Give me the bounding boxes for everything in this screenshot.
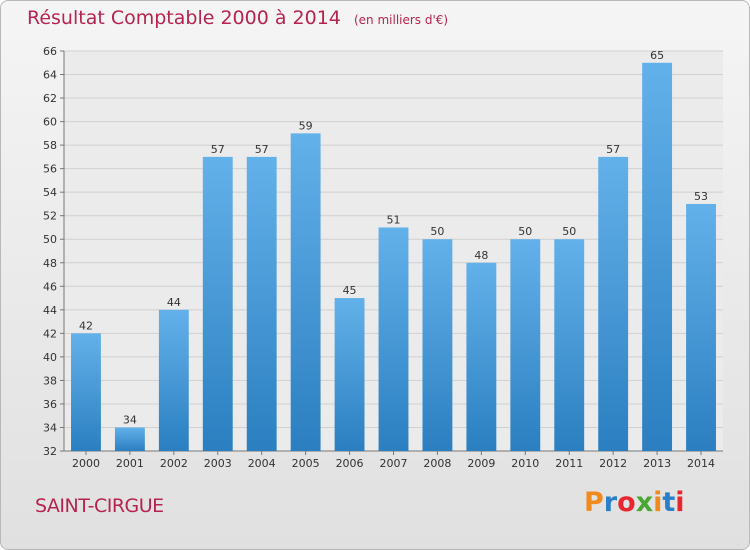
x-tick-label: 2003 bbox=[204, 457, 232, 470]
chart-unit-note: (en milliers d'€) bbox=[353, 13, 449, 27]
y-tick-label: 58 bbox=[43, 139, 57, 152]
x-tick-label: 2011 bbox=[555, 457, 583, 470]
x-tick-label: 2006 bbox=[336, 457, 364, 470]
y-tick-label: 36 bbox=[43, 398, 57, 411]
bar bbox=[422, 239, 453, 451]
logo-letter: i bbox=[653, 487, 663, 518]
bar-value-label: 53 bbox=[694, 190, 708, 203]
bar-value-label: 48 bbox=[474, 249, 488, 262]
y-tick-label: 34 bbox=[43, 421, 57, 434]
bar-value-label: 57 bbox=[211, 143, 225, 156]
bar bbox=[598, 156, 629, 451]
bar-value-label: 45 bbox=[343, 284, 357, 297]
bar-value-label: 51 bbox=[387, 213, 401, 226]
y-tick-label: 60 bbox=[43, 116, 57, 129]
bar-value-label: 50 bbox=[518, 225, 532, 238]
x-tick-label: 2013 bbox=[643, 457, 671, 470]
y-tick-label: 64 bbox=[43, 69, 57, 82]
y-tick-label: 48 bbox=[43, 257, 57, 270]
y-tick-label: 56 bbox=[43, 163, 57, 176]
x-tick-label: 2012 bbox=[599, 457, 627, 470]
logo-letter: o bbox=[617, 487, 636, 518]
y-tick-label: 46 bbox=[43, 280, 57, 293]
x-tick-label: 2014 bbox=[687, 457, 715, 470]
bar-value-label: 50 bbox=[562, 225, 576, 238]
bar bbox=[642, 62, 673, 451]
bar-value-label: 50 bbox=[430, 225, 444, 238]
y-tick-label: 52 bbox=[43, 210, 57, 223]
y-tick-label: 54 bbox=[43, 186, 57, 199]
logo-letter: P bbox=[584, 487, 604, 518]
x-tick-label: 2002 bbox=[160, 457, 188, 470]
y-tick-label: 42 bbox=[43, 327, 57, 340]
x-tick-label: 2010 bbox=[511, 457, 539, 470]
x-tick-label: 2001 bbox=[116, 457, 144, 470]
bar bbox=[554, 239, 585, 451]
logo-letter: i bbox=[675, 487, 685, 518]
bar bbox=[158, 309, 189, 451]
bar-value-label: 57 bbox=[255, 143, 269, 156]
bar-value-label: 42 bbox=[79, 319, 93, 332]
bar bbox=[466, 262, 497, 451]
proxiti-logo: Proxiti bbox=[584, 487, 685, 518]
bar bbox=[202, 156, 233, 451]
bar-value-label: 59 bbox=[299, 119, 313, 132]
x-tick-label: 2007 bbox=[380, 457, 408, 470]
bar bbox=[334, 298, 365, 451]
bar bbox=[686, 203, 716, 451]
y-tick-label: 44 bbox=[43, 304, 57, 317]
bar bbox=[510, 239, 541, 451]
x-tick-label: 2004 bbox=[248, 457, 276, 470]
y-tick-label: 40 bbox=[43, 351, 57, 364]
chart-title: Résultat Comptable 2000 à 2014 (en milli… bbox=[27, 7, 448, 29]
logo-letter: x bbox=[635, 487, 654, 518]
logo-letter: r bbox=[603, 487, 618, 518]
y-tick-label: 32 bbox=[43, 445, 57, 458]
y-tick-label: 50 bbox=[43, 233, 57, 246]
logo-letter: t bbox=[662, 487, 676, 518]
chart-title-text: Résultat Comptable 2000 à 2014 bbox=[27, 7, 341, 29]
bar-value-label: 44 bbox=[167, 296, 181, 309]
y-tick-label: 66 bbox=[43, 45, 57, 58]
y-tick-label: 38 bbox=[43, 374, 57, 387]
y-tick-label: 62 bbox=[43, 92, 57, 105]
bar bbox=[378, 227, 409, 451]
x-tick-label: 2008 bbox=[423, 457, 451, 470]
x-tick-label: 2000 bbox=[72, 457, 100, 470]
bar bbox=[246, 156, 277, 451]
place-name: SAINT-CIRGUE bbox=[35, 495, 164, 517]
bar bbox=[71, 333, 101, 451]
x-tick-label: 2009 bbox=[467, 457, 495, 470]
bar bbox=[290, 133, 321, 451]
bar-value-label: 34 bbox=[123, 413, 137, 426]
bar bbox=[114, 427, 145, 451]
bar-value-label: 65 bbox=[650, 49, 664, 62]
bar-value-label: 57 bbox=[606, 143, 620, 156]
x-tick-label: 2005 bbox=[292, 457, 320, 470]
